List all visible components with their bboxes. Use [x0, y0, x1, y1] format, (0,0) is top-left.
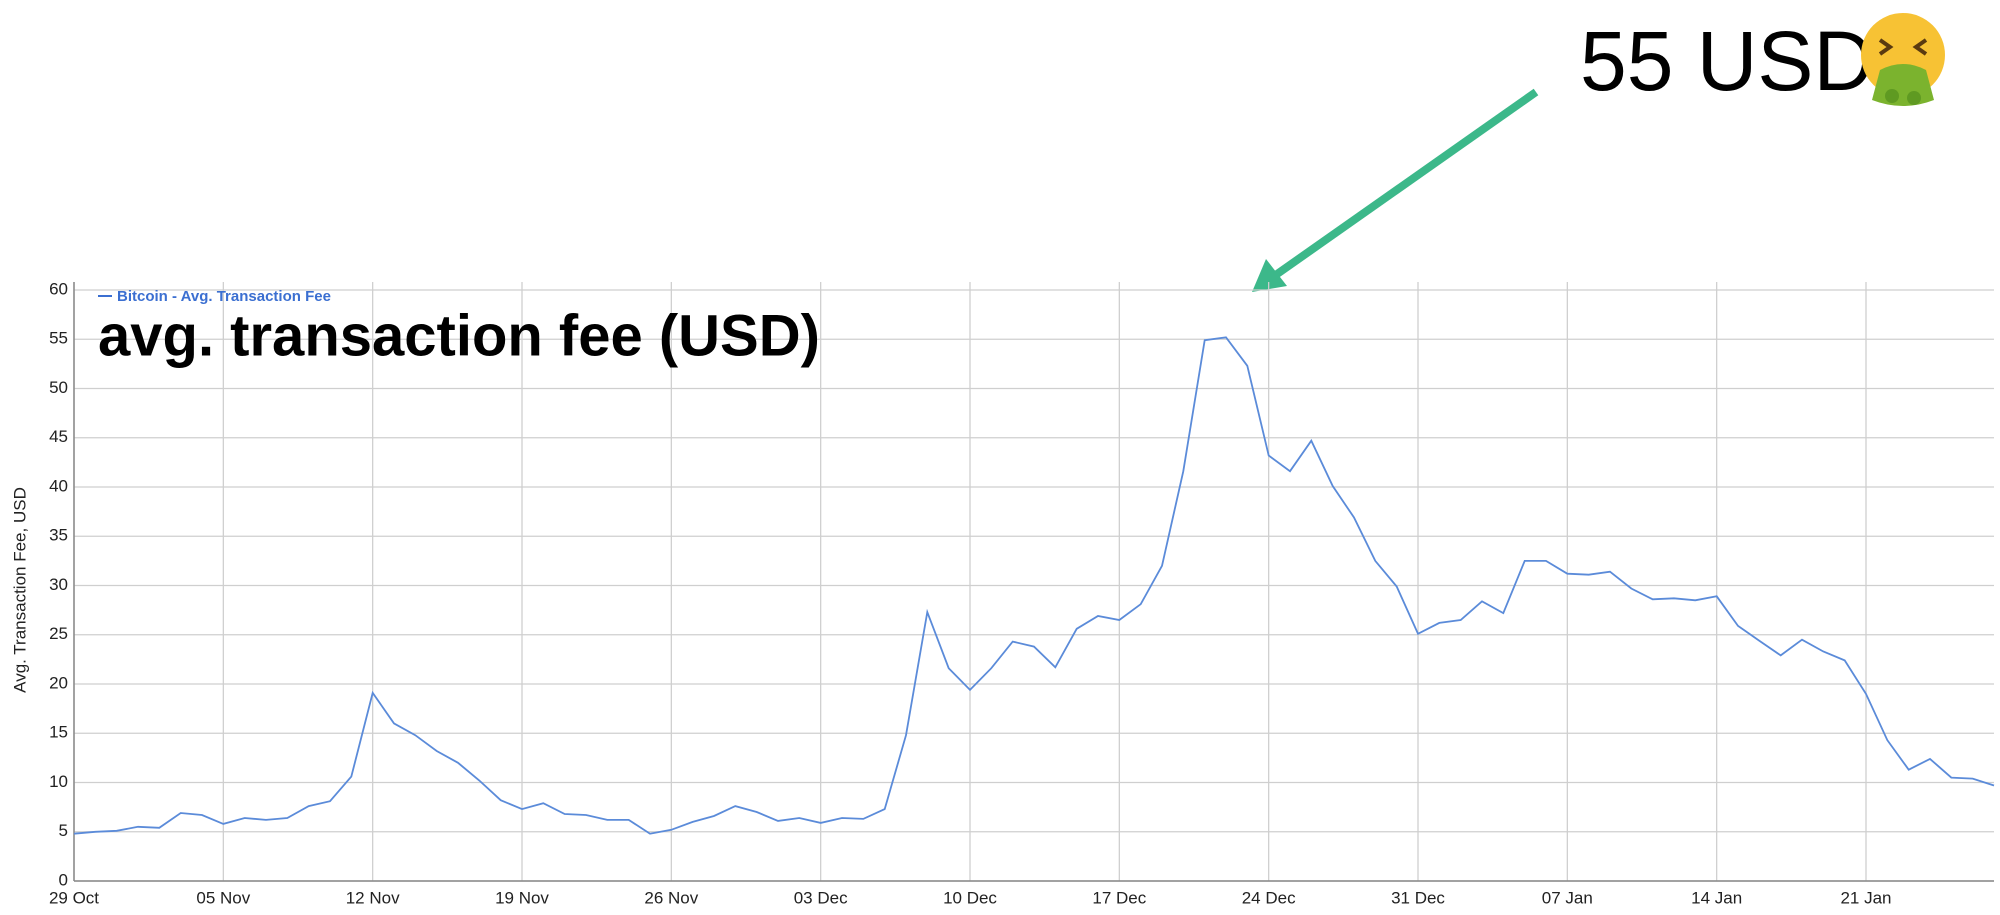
- data-line: [73, 336, 1995, 835]
- x-tick-label: 03 Dec: [794, 888, 848, 907]
- y-tick-label: 0: [59, 870, 68, 889]
- x-tick-label: 14 Jan: [1691, 888, 1742, 907]
- y-tick-label: 15: [49, 723, 68, 742]
- arrow-head: [1252, 259, 1287, 292]
- peak-annotation: 55 USD: [1580, 14, 1874, 108]
- arrow: [1267, 88, 1539, 283]
- y-tick-label: 10: [49, 772, 68, 791]
- y-tick-label: 35: [49, 526, 68, 545]
- chart-annotation: avg. transaction fee (USD): [98, 303, 820, 368]
- x-tick-label: 26 Nov: [644, 888, 698, 907]
- y-tick-label: 60: [49, 279, 68, 298]
- y-tick-label: 5: [59, 821, 68, 840]
- y-tick-label: 55: [49, 329, 68, 348]
- y-tick-label: 40: [49, 476, 68, 495]
- y-tick-label: 25: [49, 624, 68, 643]
- x-tick-label: 31 Dec: [1391, 888, 1445, 907]
- y-tick-label: 50: [49, 378, 68, 397]
- y-axis-label: Avg. Transaction Fee, USD: [10, 487, 29, 693]
- emoji: [1861, 13, 1945, 106]
- x-tick-label: 24 Dec: [1242, 888, 1296, 907]
- x-tick-label: 07 Jan: [1542, 888, 1593, 907]
- y-tick-label: 30: [49, 575, 68, 594]
- x-tick-label: 05 Nov: [196, 888, 250, 907]
- x-tick-label: 21 Jan: [1840, 888, 1891, 907]
- x-tick-label: 12 Nov: [346, 888, 400, 907]
- y-tick-label: 20: [49, 673, 68, 692]
- x-tick-label: 29 Oct: [49, 888, 99, 907]
- legend-entry: Bitcoin - Avg. Transaction Fee: [117, 288, 331, 305]
- x-tick-label: 19 Nov: [495, 888, 549, 907]
- y-tick-label: 45: [49, 427, 68, 446]
- x-tick-label: 17 Dec: [1092, 888, 1146, 907]
- x-tick-label: 10 Dec: [943, 888, 997, 907]
